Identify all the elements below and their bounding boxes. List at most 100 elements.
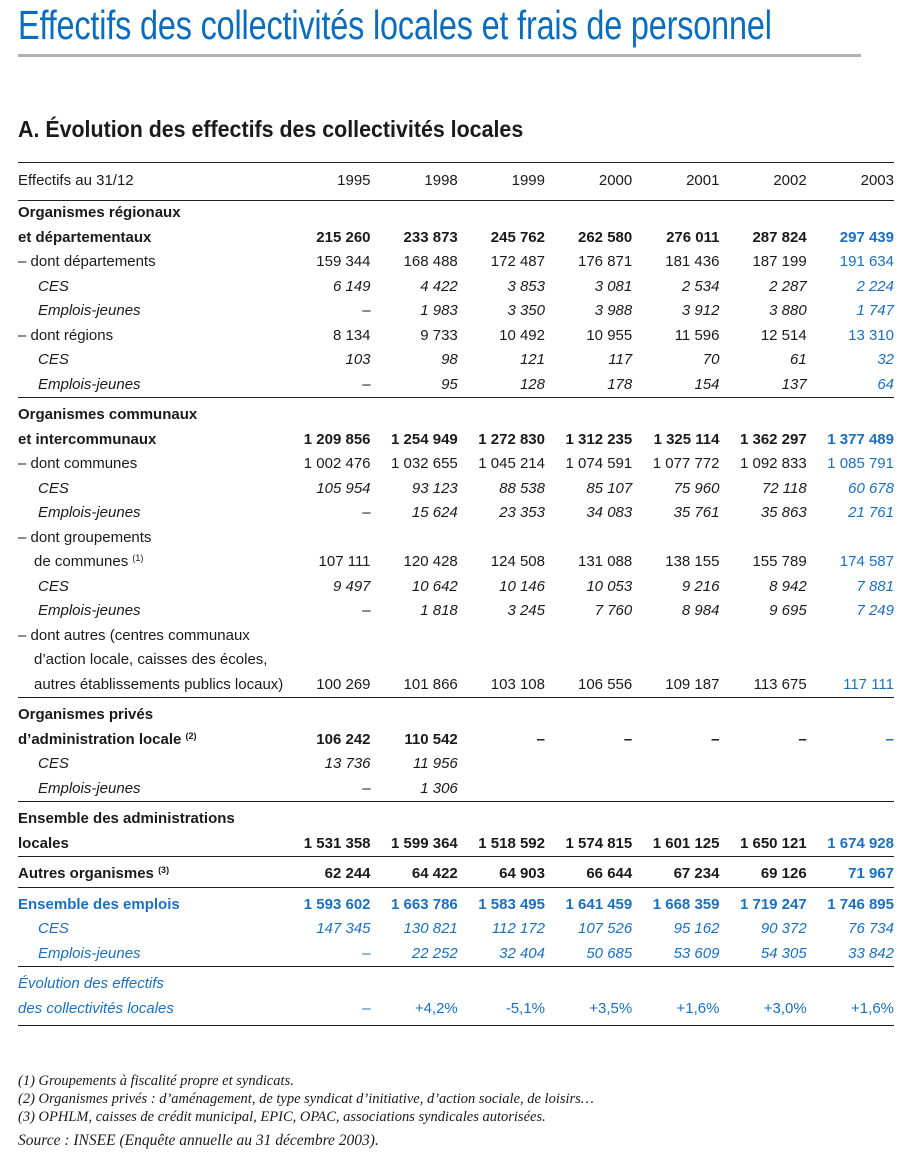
value-cell: 1 092 833 [739, 455, 807, 472]
row-label: CES [18, 575, 283, 600]
row-label-text: Organismes communaux [18, 406, 198, 423]
year-header: 2002 [719, 162, 807, 201]
value-cell: 107 526 [578, 920, 633, 937]
value-cell: 233 873 [403, 228, 458, 246]
table-row: – dont autres (centres communaux d’action… [18, 624, 894, 698]
table-row: Organismes privés d’administration locale… [18, 697, 894, 752]
value-cell: 1 362 297 [719, 397, 807, 452]
year-header: 1999 [457, 162, 545, 201]
value-cell: 10 053 [586, 577, 633, 595]
value-cell: 1 818 [420, 602, 458, 619]
value-cell: 1 325 114 [632, 397, 720, 452]
value-cell: +3,5% [545, 966, 633, 1026]
value-cell: 12 514 [760, 326, 807, 344]
value-cell: 76 734 [848, 920, 894, 937]
value-cell: 106 556 [578, 675, 633, 693]
value-cell: – [719, 697, 807, 752]
row-label-text: Emplois-jeunes [38, 302, 141, 319]
value-cell: 1 574 815 [545, 801, 633, 857]
table-row: CES 147 345 130 821 112 172 107 526 95 162 90 … [18, 917, 894, 942]
value-cell: 1 663 786 [370, 886, 458, 917]
row-label-text: Ensemble des emplois [18, 895, 180, 913]
row-label-text: et départementaux [18, 228, 152, 246]
value-cell: 159 344 [316, 253, 371, 270]
value-cell: 10 642 [411, 577, 458, 595]
value-cell: 35 863 [760, 504, 807, 521]
row-label: CES [18, 752, 283, 777]
footnote: (1) Groupements à fiscalité propre et sy… [18, 1073, 294, 1089]
row-label-text: des collectivités locales [18, 999, 174, 1017]
table-row: Ensemble des emplois 1 593 602 1 663 786 1 … [18, 886, 894, 917]
table-row: CES 105 954 93 123 88 538 85 107 75 960 72 118… [18, 477, 894, 502]
value-cell: 32 [877, 351, 894, 368]
row-label: Autres organismes (3) [18, 856, 284, 887]
value-cell: 1 641 459 [545, 886, 633, 917]
value-cell: 60 678 [848, 479, 894, 497]
value-cell: 95 [441, 375, 458, 393]
value-cell: 95 162 [673, 920, 720, 937]
value-cell: 34 083 [586, 504, 633, 521]
row-label-line: CES [18, 575, 283, 600]
value-cell: 174 587 [839, 553, 894, 570]
row-label-line: Emplois-jeunes [18, 501, 283, 526]
value-cell: 113 675 [753, 675, 807, 693]
value-cell: 6 149 [332, 277, 371, 295]
value-cell: 61 [790, 351, 807, 368]
row-label: Organismes régionaux et départementaux [18, 201, 283, 251]
row-label: Organismes communaux et intercommunaux [18, 397, 284, 452]
value-cell [719, 777, 806, 802]
footnote: (3) OPHLM, caisses de crédit municipal, … [18, 1109, 546, 1125]
value-cell [632, 752, 719, 777]
row-label-text: – dont départements [18, 253, 156, 270]
value-cell: 1 002 476 [303, 455, 371, 472]
value-cell: 1 668 359 [632, 886, 720, 917]
value-cell: 53 609 [673, 944, 720, 962]
value-cell: 172 487 [490, 253, 545, 270]
value-cell: 13 310 [848, 326, 894, 344]
value-cell: 70 [702, 351, 720, 368]
row-label: CES [18, 348, 283, 373]
value-cell: 262 580 [578, 228, 633, 246]
value-cell: 1 747 [856, 302, 894, 319]
value-cell: 66 644 [545, 856, 633, 887]
row-label-line: Emplois-jeunes [18, 777, 283, 802]
value-cell: 130 821 [403, 920, 458, 937]
row-label: – dont communes [18, 452, 283, 477]
value-cell: 69 126 [719, 856, 807, 887]
table-header-row: Effectifs au 31/12 1995 1998 1999 2000 2… [18, 162, 894, 201]
header-label: Effectifs au 31/12 [18, 162, 284, 201]
value-cell: 1 209 856 [283, 397, 371, 452]
footnote: (2) Organismes privés : d’aménagement, d… [18, 1091, 594, 1107]
value-cell: +3,0% [719, 966, 807, 1026]
value-cell: 64 [877, 375, 894, 393]
value-cell [545, 777, 632, 802]
value-cell: 101 866 [403, 675, 458, 693]
value-cell: 35 761 [673, 504, 720, 521]
row-label-line: CES [18, 752, 283, 777]
row-label-line: CES [18, 348, 283, 373]
row-label: – dont départements [18, 250, 283, 275]
value-cell: 9 216 [681, 577, 720, 595]
year-header: 2003 [806, 162, 894, 201]
row-label: Emplois-jeunes [18, 777, 283, 802]
value-cell: – [362, 944, 371, 962]
effectifs-table: Effectifs au 31/12 1995 1998 1999 2000 2… [18, 162, 894, 1026]
row-label-line: – dont régions [18, 324, 283, 349]
row-label: – dont groupements de communes (1) [18, 526, 283, 575]
row-label-line: Ensemble des administrations [18, 807, 283, 832]
row-label-line: – dont départements [18, 250, 283, 275]
value-cell: – [632, 697, 720, 752]
value-cell: 1 074 591 [565, 455, 633, 472]
row-label-line: CES [18, 477, 283, 502]
value-cell: 1 601 125 [632, 801, 720, 857]
value-cell: 1 599 364 [370, 801, 458, 857]
value-cell: 3 853 [507, 277, 545, 295]
value-cell: 100 269 [316, 675, 371, 693]
value-cell: 1 272 830 [457, 397, 545, 452]
value-cell: 67 234 [632, 856, 720, 887]
value-cell: 1 377 489 [806, 397, 894, 452]
value-cell [719, 752, 806, 777]
table-row: Autres organismes (3) 62 244 64 422 64 903 6… [18, 856, 894, 887]
value-cell: 64 422 [370, 856, 458, 887]
value-cell: 1 593 602 [283, 886, 371, 917]
